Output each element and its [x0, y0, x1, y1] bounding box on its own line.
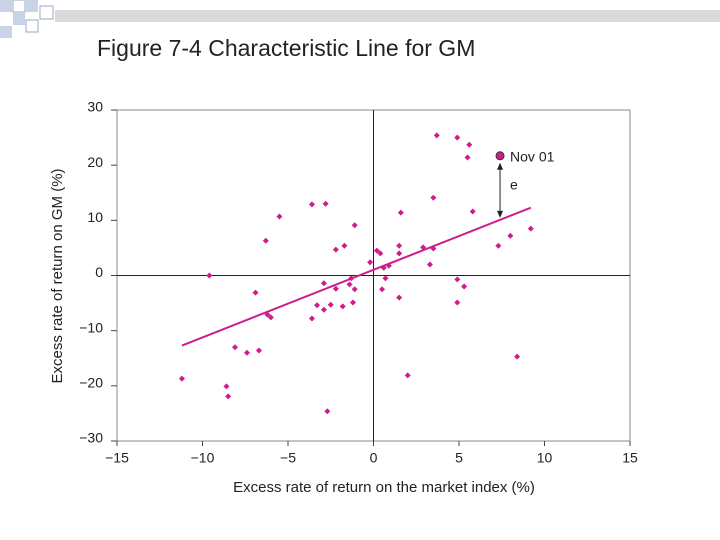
- point: [377, 250, 384, 257]
- point: [346, 281, 353, 288]
- point: [404, 372, 411, 379]
- header-bar: [55, 10, 720, 22]
- point: [320, 280, 327, 287]
- point: [454, 134, 461, 141]
- point: [349, 299, 356, 306]
- deco-square: [13, 13, 25, 25]
- point: [262, 237, 269, 244]
- point: [430, 194, 437, 201]
- point: [351, 222, 358, 229]
- point: [514, 353, 521, 360]
- point: [322, 200, 329, 207]
- point: [397, 209, 404, 216]
- point: [382, 275, 389, 282]
- point: [339, 303, 346, 310]
- point: [373, 247, 380, 254]
- point: [351, 286, 358, 293]
- point: [252, 289, 259, 296]
- y-tick-label: 0: [95, 264, 103, 280]
- point: [454, 299, 461, 306]
- point: [379, 286, 386, 293]
- point: [327, 301, 334, 308]
- point: [308, 315, 315, 322]
- point: [495, 242, 502, 249]
- characteristic-line: [181, 206, 532, 347]
- point: [527, 225, 534, 232]
- point: [341, 242, 348, 249]
- point: [507, 232, 514, 239]
- x-tick-label: 0: [370, 450, 378, 466]
- y-tick-label: −30: [79, 430, 103, 446]
- point: [332, 246, 339, 253]
- point: [367, 259, 374, 266]
- x-tick-label: −5: [280, 450, 296, 466]
- chart-title: Figure 7-4 Characteristic Line for GM: [97, 35, 475, 61]
- y-axis-title: Excess rate of return on GM (%): [49, 168, 66, 383]
- x-axis-title: Excess rate of return on the market inde…: [233, 479, 535, 496]
- y-tick-label: −20: [79, 375, 103, 391]
- deco-square: [25, 19, 39, 33]
- point: [231, 344, 238, 351]
- x-tick-label: 15: [622, 450, 638, 466]
- point: [320, 306, 327, 313]
- y-tick-label: 30: [87, 99, 103, 115]
- point: [396, 294, 403, 301]
- deco-square: [0, 26, 12, 38]
- error-label: e: [510, 177, 518, 193]
- x-tick-label: −10: [191, 450, 215, 466]
- point: [332, 285, 339, 292]
- point: [466, 141, 473, 148]
- point: [243, 349, 250, 356]
- point: [267, 314, 274, 321]
- y-tick-label: −10: [79, 319, 103, 335]
- point: [469, 208, 476, 215]
- x-tick-label: 10: [537, 450, 553, 466]
- point: [314, 302, 321, 309]
- point: [255, 347, 262, 354]
- x-tick-label: −15: [105, 450, 129, 466]
- point: [433, 132, 440, 139]
- point: [225, 393, 232, 400]
- y-tick-label: 10: [87, 209, 103, 225]
- point: [223, 383, 230, 390]
- point: [206, 272, 213, 279]
- highlight-label: Nov 01: [510, 148, 555, 164]
- point: [464, 154, 471, 161]
- point: [426, 261, 433, 268]
- point: [396, 242, 403, 249]
- point: [396, 250, 403, 257]
- x-tick-label: 5: [455, 450, 463, 466]
- point: [454, 276, 461, 283]
- deco-square: [39, 5, 54, 20]
- point: [276, 213, 283, 220]
- slide-decoration: [0, 0, 720, 38]
- highlight-point: [495, 151, 505, 161]
- y-tick-label: 20: [87, 154, 103, 170]
- point: [324, 408, 331, 415]
- point: [461, 283, 468, 290]
- deco-square: [0, 0, 12, 12]
- arrow-head: [497, 210, 504, 218]
- point: [178, 375, 185, 382]
- arrow-head: [497, 162, 504, 170]
- point: [308, 201, 315, 208]
- deco-square: [26, 0, 38, 12]
- deco-square: [12, 0, 26, 13]
